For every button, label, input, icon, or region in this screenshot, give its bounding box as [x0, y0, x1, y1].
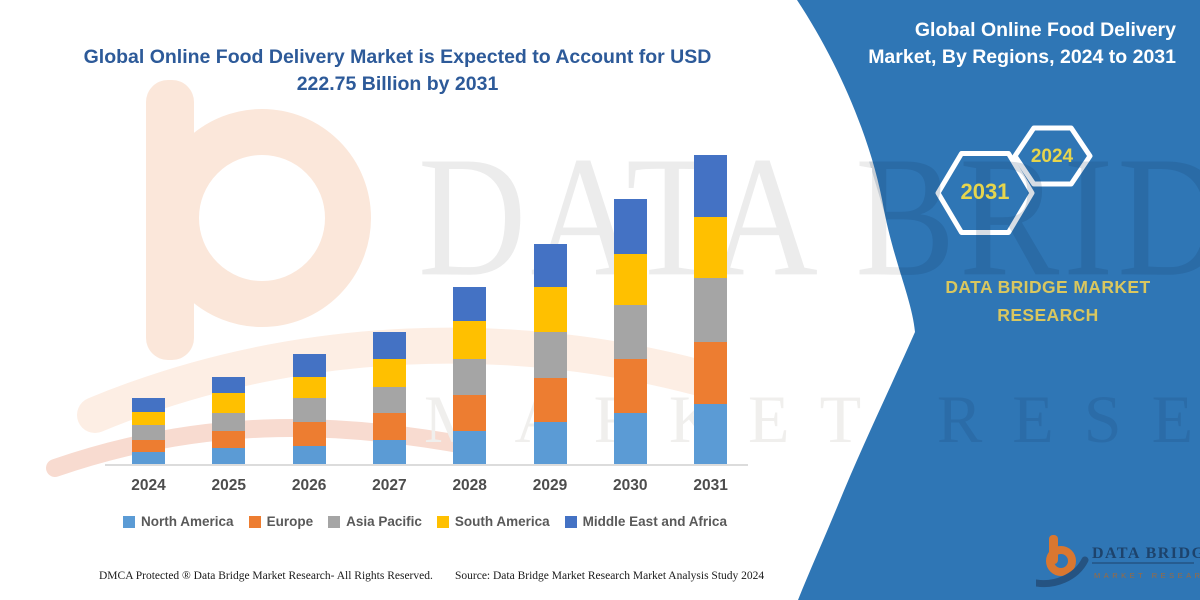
bar-segment-2025-north-america — [212, 447, 246, 465]
bar-segment-2027-middle-east-and-africa — [372, 331, 406, 360]
legend-swatch-icon — [123, 515, 136, 528]
x-axis-labels: 2024 2025 2026 2027 2028 2029 2030 2031 — [105, 477, 750, 497]
legend-label: North America — [141, 514, 234, 529]
legend-swatch-icon — [564, 515, 577, 528]
bar-segment-2026-europe — [292, 422, 326, 446]
chart-title-line1: Global Online Food Delivery Market is Ex… — [83, 46, 712, 68]
chart-title: Global Online Food Delivery Market is Ex… — [75, 44, 720, 98]
bar-segment-2030-north-america — [613, 413, 647, 465]
bar-segment-2031-asia-pacific — [694, 278, 728, 342]
panel-background-shape — [797, 0, 1200, 600]
bar-segment-2031-middle-east-and-africa — [694, 155, 728, 217]
bar-segment-2026-north-america — [292, 445, 326, 465]
bar-segment-2028-asia-pacific — [453, 359, 487, 395]
hexagon-large-outline — [935, 151, 1035, 235]
x-axis-line — [105, 464, 748, 466]
legend-label: Asia Pacific — [346, 514, 422, 529]
bar-segment-2025-middle-east-and-africa — [212, 377, 246, 394]
x-axis-label-2027: 2027 — [372, 477, 407, 494]
bar-segment-2025-europe — [212, 430, 246, 448]
bar-segment-2026-middle-east-and-africa — [292, 354, 326, 377]
bar-segment-2026-asia-pacific — [292, 397, 326, 423]
legend-swatch-icon — [436, 515, 449, 528]
bar-segment-2029-south-america — [533, 286, 567, 333]
bar-segment-2026-south-america — [292, 376, 326, 398]
bar-segment-2030-asia-pacific — [613, 305, 647, 360]
legend-item-asia-pacific: Asia Pacific — [328, 514, 422, 529]
legend-item-north-america: North America — [123, 514, 234, 529]
bar-segment-2028-middle-east-and-africa — [453, 287, 487, 322]
bar-segment-2029-middle-east-and-africa — [533, 244, 567, 287]
bar-segment-2031-south-america — [694, 217, 728, 279]
dmca-footer-text: DMCA Protected ® Data Bridge Market Rese… — [99, 570, 433, 582]
bar-segment-2024-asia-pacific — [132, 424, 165, 440]
legend-item-middle-east-and-africa: Middle East and Africa — [564, 514, 727, 529]
x-axis-label-2025: 2025 — [211, 477, 247, 494]
x-axis-label-2028: 2028 — [452, 477, 487, 494]
x-axis-label-2024: 2024 — [131, 477, 166, 494]
legend-swatch-icon — [248, 515, 261, 528]
x-axis-label-2030: 2030 — [613, 477, 648, 494]
legend-swatch-icon — [328, 515, 341, 528]
bar-segment-2027-asia-pacific — [372, 386, 406, 413]
x-axis-label-2026: 2026 — [291, 477, 327, 494]
legend-item-europe: Europe — [248, 514, 314, 529]
bar-segment-2025-asia-pacific — [212, 412, 246, 431]
bar-segment-2028-europe — [453, 394, 487, 432]
bar-segment-2027-europe — [372, 412, 406, 440]
bar-segment-2031-north-america — [694, 404, 728, 465]
bar-segment-2024-south-america — [132, 411, 165, 425]
bar-segment-2027-south-america — [372, 359, 406, 387]
bar-segment-2028-north-america — [453, 431, 487, 465]
legend-label: Europe — [266, 514, 314, 529]
stacked-bar-chart — [105, 140, 750, 465]
bar-segment-2028-south-america — [453, 321, 487, 360]
chart-legend: North America Europe Asia Pacific South Ame… — [80, 514, 770, 529]
legend-item-south-america: South America — [436, 514, 550, 529]
x-axis-label-2031: 2031 — [693, 477, 728, 494]
bar-segment-2031-europe — [694, 341, 728, 405]
bar-segment-2030-europe — [613, 359, 647, 414]
legend-label: South America — [454, 514, 550, 529]
bar-segment-2029-north-america — [533, 422, 567, 465]
bar-segment-2030-south-america — [613, 254, 647, 306]
bar-segment-2024-europe — [132, 439, 165, 453]
chart-title-line2: 222.75 Billion by 2031 — [296, 73, 499, 95]
legend-label: Middle East and Africa — [582, 514, 727, 529]
source-footer-text: Source: Data Bridge Market Research Mark… — [455, 570, 765, 582]
bar-segment-2029-europe — [533, 377, 567, 422]
bar-segment-2025-south-america — [212, 393, 246, 413]
bar-segment-2024-middle-east-and-africa — [132, 397, 165, 412]
bar-segment-2027-north-america — [372, 439, 406, 465]
bar-segment-2029-asia-pacific — [533, 332, 567, 378]
x-axis-label-2029: 2029 — [532, 477, 568, 494]
hexagon-small-outline — [1012, 125, 1093, 187]
bar-segment-2030-middle-east-and-africa — [613, 199, 647, 255]
